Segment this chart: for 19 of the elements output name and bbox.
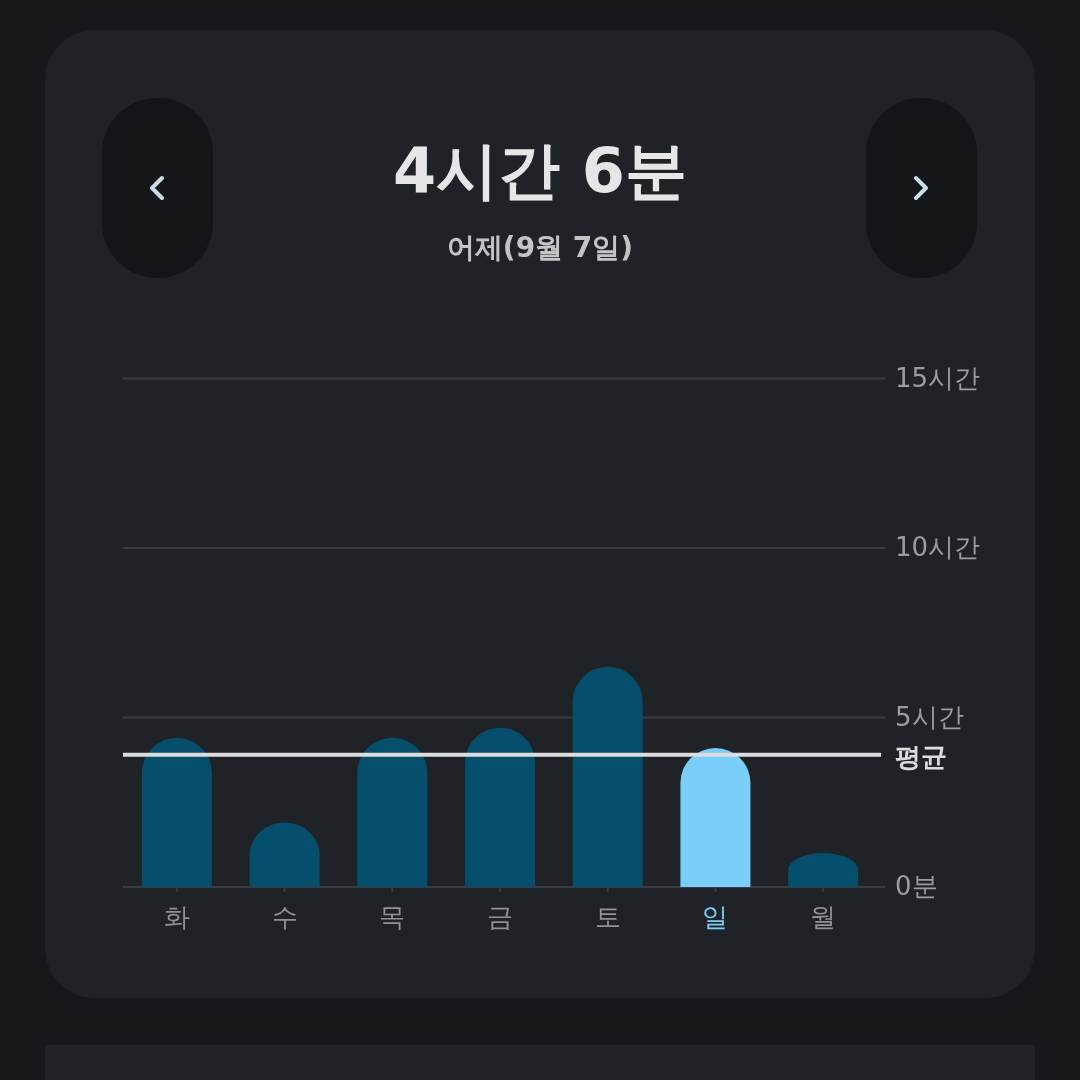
x-tick-label: 목	[379, 901, 406, 932]
x-tick-label: 토	[594, 901, 621, 932]
y-tick-label: 15시간	[895, 362, 981, 392]
x-tick-label: 수	[271, 901, 298, 932]
x-tick-label: 화	[163, 901, 190, 932]
ref-line-label: 평균	[895, 741, 947, 772]
x-tick-label: 금	[487, 901, 513, 932]
y-tick-label: 10시간	[895, 531, 981, 562]
bar	[357, 737, 428, 887]
x-tick-label: 일	[702, 901, 729, 932]
bar	[680, 748, 751, 887]
chart-title: 4시간 6분	[393, 134, 687, 207]
bar	[464, 727, 536, 887]
x-tick-label: 월	[810, 901, 837, 932]
chart-subtitle: 어제(9월 7일)	[446, 231, 634, 264]
y-tick-label: 5시간	[895, 701, 964, 731]
y-tick-label: 0분	[895, 870, 938, 901]
bar	[572, 666, 643, 887]
bar	[141, 737, 212, 887]
